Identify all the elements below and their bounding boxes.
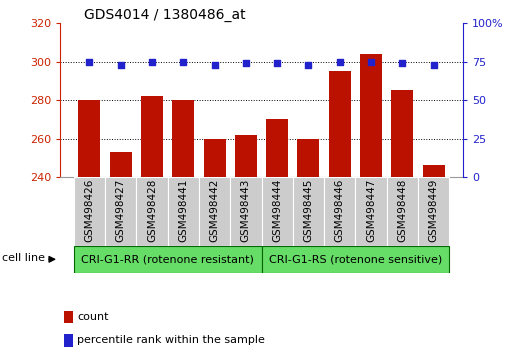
Bar xyxy=(78,100,100,177)
Text: count: count xyxy=(77,312,109,322)
Bar xyxy=(391,90,413,177)
Point xyxy=(304,62,313,67)
Text: GSM498443: GSM498443 xyxy=(241,179,251,242)
Bar xyxy=(64,311,73,323)
Bar xyxy=(203,138,225,177)
Point xyxy=(398,60,406,66)
Bar xyxy=(266,119,288,177)
Bar xyxy=(386,177,418,246)
Text: GSM498444: GSM498444 xyxy=(272,179,282,242)
Text: GSM498448: GSM498448 xyxy=(397,179,407,242)
Bar xyxy=(329,71,351,177)
Text: GSM498428: GSM498428 xyxy=(147,179,157,242)
Text: cell line: cell line xyxy=(3,253,46,263)
Bar xyxy=(105,177,137,246)
Text: GDS4014 / 1380486_at: GDS4014 / 1380486_at xyxy=(84,8,246,22)
Bar xyxy=(298,138,320,177)
Bar xyxy=(360,54,382,177)
Bar xyxy=(172,100,194,177)
Bar xyxy=(235,135,257,177)
Point xyxy=(273,60,281,66)
Bar xyxy=(74,246,262,273)
Text: GSM498442: GSM498442 xyxy=(210,179,220,242)
Bar xyxy=(230,177,262,246)
Bar xyxy=(262,177,293,246)
Bar xyxy=(141,96,163,177)
Point xyxy=(85,59,94,64)
Text: GSM498441: GSM498441 xyxy=(178,179,188,242)
Bar xyxy=(324,177,355,246)
Text: GSM498427: GSM498427 xyxy=(116,179,126,242)
Bar xyxy=(199,177,230,246)
Text: GSM498447: GSM498447 xyxy=(366,179,376,242)
Text: percentile rank within the sample: percentile rank within the sample xyxy=(77,335,265,346)
Point xyxy=(242,60,250,66)
Bar xyxy=(293,177,324,246)
Bar xyxy=(262,246,449,273)
Bar xyxy=(110,152,132,177)
Text: CRI-G1-RS (rotenone sensitive): CRI-G1-RS (rotenone sensitive) xyxy=(269,254,442,264)
Bar xyxy=(418,177,449,246)
Bar xyxy=(355,177,386,246)
Point xyxy=(367,59,375,64)
Bar xyxy=(423,165,445,177)
Bar xyxy=(168,177,199,246)
Bar xyxy=(64,334,73,347)
Text: GSM498426: GSM498426 xyxy=(84,179,95,242)
Point xyxy=(148,59,156,64)
Point xyxy=(429,62,438,67)
Text: CRI-G1-RR (rotenone resistant): CRI-G1-RR (rotenone resistant) xyxy=(81,254,254,264)
Point xyxy=(117,62,125,67)
Text: GSM498446: GSM498446 xyxy=(335,179,345,242)
Bar xyxy=(74,177,105,246)
Point xyxy=(336,59,344,64)
Bar xyxy=(137,177,168,246)
Point xyxy=(179,59,187,64)
Text: GSM498445: GSM498445 xyxy=(303,179,313,242)
Text: GSM498449: GSM498449 xyxy=(428,179,439,242)
Point xyxy=(210,62,219,67)
